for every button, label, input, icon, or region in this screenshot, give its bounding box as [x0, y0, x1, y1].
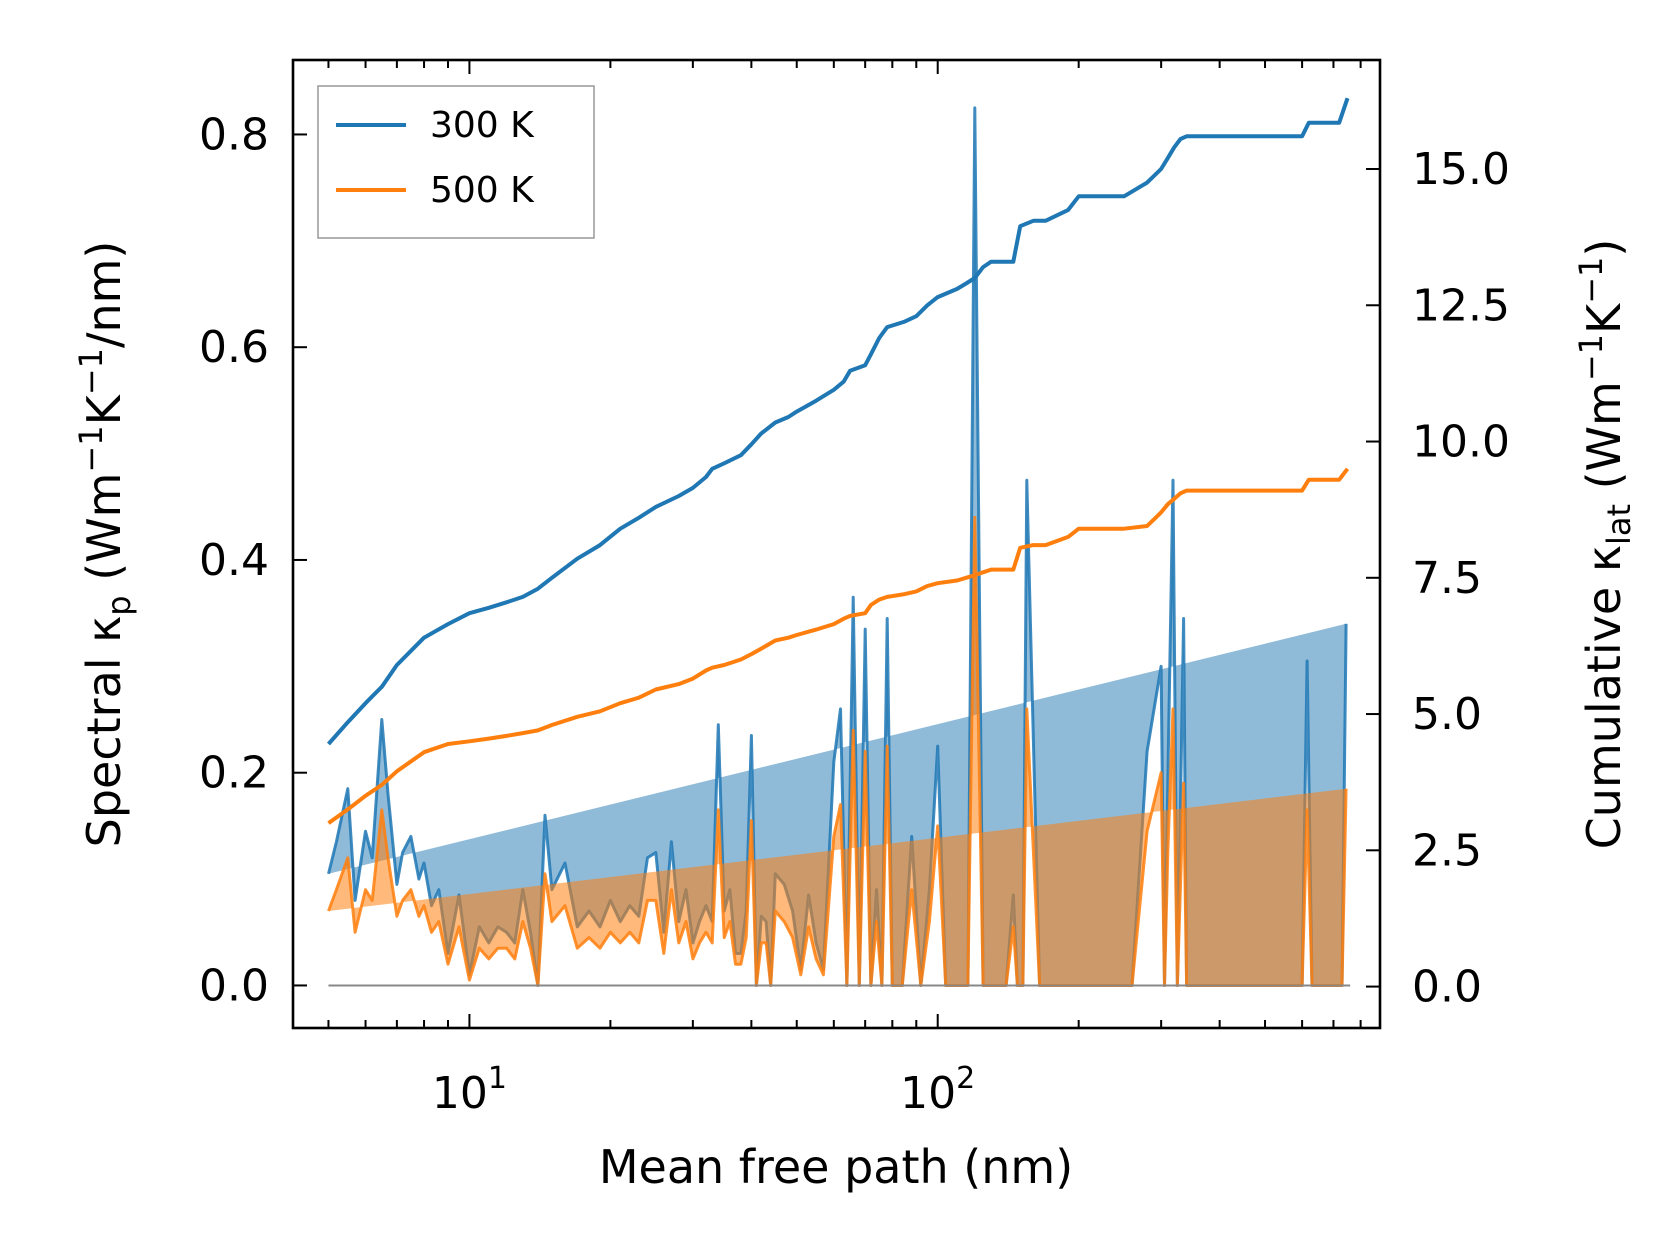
left-axis-ticks: 0.0 0.2 0.4 0.6 0.8: [199, 109, 307, 1011]
axes-frame: [291, 58, 1382, 1030]
x-axis-ticks: 101 102: [327, 60, 1362, 1119]
left-tick-label: 0.2: [199, 748, 269, 799]
right-tick-label: 7.5: [1412, 553, 1482, 604]
x-tick-label: 101: [432, 1061, 507, 1119]
spectral-fills: [327, 106, 1351, 987]
left-tick-label: 0.4: [199, 535, 269, 586]
right-axis-ticks: 0.0 2.5 5.0 7.5 10.0 12.5 15.0: [1366, 144, 1510, 1013]
x-axis-title: Mean free path (nm): [599, 1140, 1073, 1194]
legend-box: [317, 85, 595, 239]
left-tick-label: 0.8: [199, 109, 269, 160]
right-tick-label: 5.0: [1412, 689, 1482, 740]
spectral-line-500k: [327, 515, 1348, 987]
left-axis-title: Spectral κp (Wm−1K−1/nm): [72, 241, 138, 848]
spectral-fill-300k: [328, 107, 1347, 986]
x-tick-label: 102: [900, 1061, 975, 1119]
legend-label-300k: 300 K: [430, 105, 535, 146]
right-tick-label: 2.5: [1412, 825, 1482, 876]
right-tick-label: 15.0: [1412, 144, 1510, 195]
right-axis-title: Cumulative κlat (Wm−1K−1): [1572, 239, 1638, 850]
cumulative-line-300k: [327, 97, 1350, 746]
spectral-fill-500k: [328, 517, 1347, 986]
right-tick-label: 12.5: [1412, 280, 1510, 331]
right-tick-label: 10.0: [1412, 417, 1510, 468]
legend: 300 K 500 K: [317, 85, 595, 239]
left-tick-label: 0.0: [199, 960, 269, 1011]
cumulative-line-500k: [327, 467, 1350, 825]
cumulative-lines: [327, 97, 1350, 825]
right-tick-label: 0.0: [1412, 962, 1482, 1013]
left-tick-label: 0.6: [199, 322, 269, 373]
legend-label-500k: 500 K: [430, 170, 535, 211]
